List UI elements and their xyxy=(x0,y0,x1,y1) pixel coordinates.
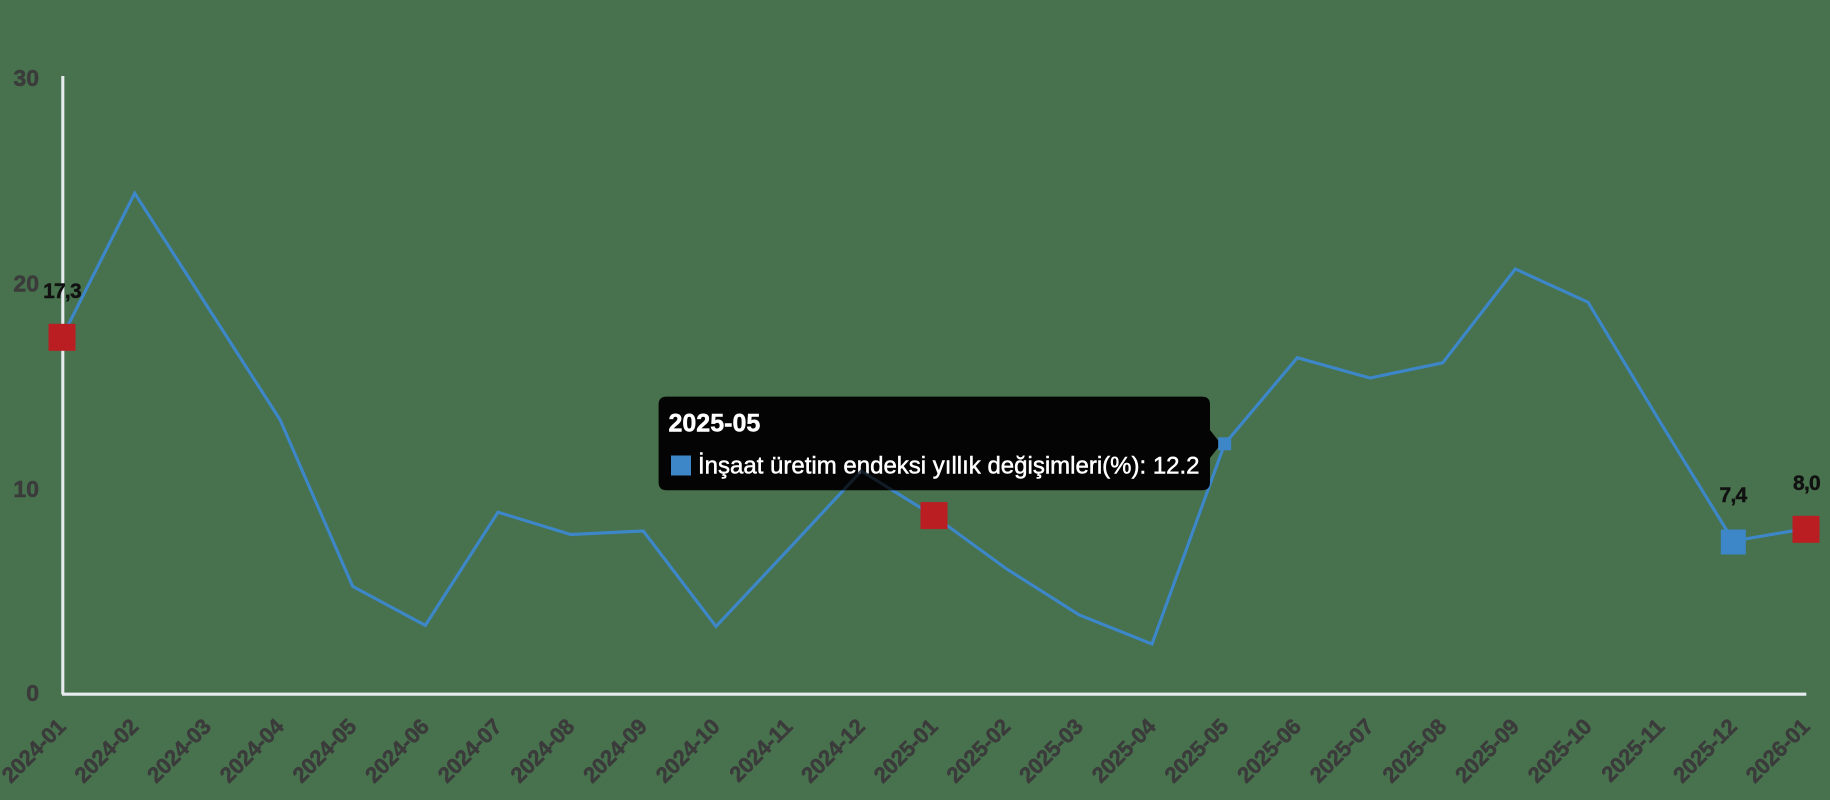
svg-text:2025-08: 2025-08 xyxy=(1377,714,1451,788)
svg-text:2024-12: 2024-12 xyxy=(796,714,870,788)
svg-text:2024-05: 2024-05 xyxy=(287,714,361,788)
svg-text:8,0: 8,0 xyxy=(1793,472,1820,495)
svg-text:2024-10: 2024-10 xyxy=(651,714,725,788)
svg-text:2024-01: 2024-01 xyxy=(0,714,71,788)
svg-text:2024-07: 2024-07 xyxy=(433,714,507,788)
svg-text:2025-09: 2025-09 xyxy=(1450,714,1524,788)
svg-text:30: 30 xyxy=(13,65,39,91)
svg-text:2024-03: 2024-03 xyxy=(142,714,216,788)
svg-text:İnşaat üretim endeksi yıllık d: İnşaat üretim endeksi yıllık değişimleri… xyxy=(698,453,1200,480)
svg-text:2024-08: 2024-08 xyxy=(505,714,579,788)
svg-text:2024-11: 2024-11 xyxy=(724,714,797,787)
svg-text:2024-06: 2024-06 xyxy=(360,714,434,788)
svg-text:2024-04: 2024-04 xyxy=(215,713,289,787)
svg-text:2025-07: 2025-07 xyxy=(1305,714,1379,788)
svg-text:2026-01: 2026-01 xyxy=(1741,714,1815,788)
svg-text:17,3: 17,3 xyxy=(43,280,81,303)
svg-text:20: 20 xyxy=(13,270,39,296)
svg-text:2024-02: 2024-02 xyxy=(69,714,143,788)
svg-text:2025-05: 2025-05 xyxy=(669,410,761,438)
svg-text:0: 0 xyxy=(26,680,39,706)
svg-text:2025-10: 2025-10 xyxy=(1523,714,1597,788)
svg-text:2025-01: 2025-01 xyxy=(869,714,943,788)
svg-text:7,4: 7,4 xyxy=(1720,484,1748,507)
svg-text:2025-03: 2025-03 xyxy=(1014,714,1088,788)
svg-text:2025-02: 2025-02 xyxy=(941,714,1015,788)
svg-text:2025-06: 2025-06 xyxy=(1232,714,1306,788)
svg-text:2025-05: 2025-05 xyxy=(1159,714,1233,788)
svg-text:10: 10 xyxy=(13,476,39,502)
svg-text:2025-11: 2025-11 xyxy=(1596,714,1669,787)
svg-text:2025-04: 2025-04 xyxy=(1087,713,1161,787)
svg-text:2024-09: 2024-09 xyxy=(578,714,652,788)
svg-text:2025-12: 2025-12 xyxy=(1668,714,1742,788)
